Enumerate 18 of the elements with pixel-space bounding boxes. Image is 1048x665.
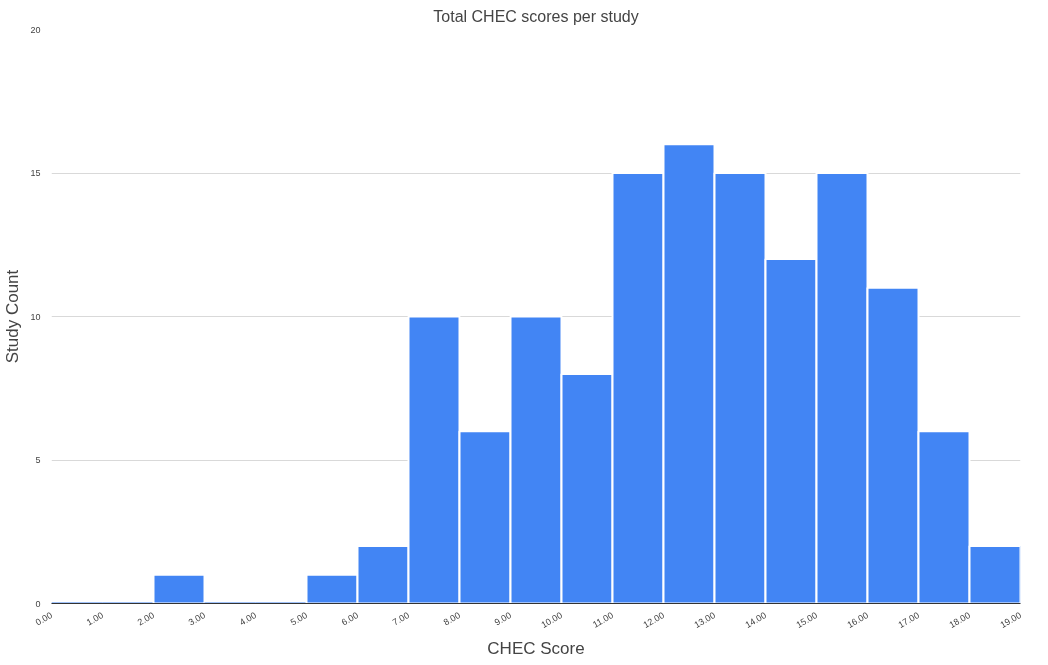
x-tick-label: 7.00 (390, 610, 412, 628)
chart-title: Total CHEC scores per study (433, 7, 639, 25)
x-tick-label: 9.00 (492, 610, 514, 628)
x-axis-title: CHEC Score (487, 638, 585, 658)
y-tick-label: 0 (35, 598, 41, 609)
x-tick-label: 3.00 (186, 610, 208, 628)
x-tick-label: 0.00 (33, 610, 55, 628)
y-tick-label: 10 (30, 311, 41, 322)
x-tick-label: 8.00 (441, 610, 463, 628)
x-tick-label: 4.00 (237, 610, 259, 628)
y-tick-label: 20 (30, 24, 41, 35)
y-axis-title: Study Count (3, 269, 23, 364)
x-tick-label: 1.00 (84, 610, 106, 628)
y-tick-label: 5 (35, 455, 41, 465)
x-tick-label: 5.00 (288, 610, 310, 628)
x-tick-label: 6.00 (339, 610, 361, 628)
y-tick-label: 15 (30, 168, 41, 178)
x-tick-label: 2.00 (135, 610, 157, 628)
